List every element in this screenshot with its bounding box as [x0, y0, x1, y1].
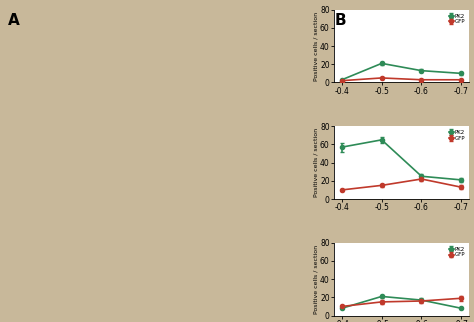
Y-axis label: Positive cells / section: Positive cells / section	[314, 128, 319, 197]
Legend: PK2, GFP: PK2, GFP	[448, 245, 466, 259]
Text: A: A	[8, 13, 19, 28]
Y-axis label: Positive cells / section: Positive cells / section	[314, 12, 319, 80]
Text: B: B	[334, 13, 346, 28]
Legend: PK2, GFP: PK2, GFP	[448, 13, 466, 25]
Y-axis label: Positive cells / section: Positive cells / section	[314, 245, 319, 314]
Legend: PK2, GFP: PK2, GFP	[448, 129, 466, 142]
